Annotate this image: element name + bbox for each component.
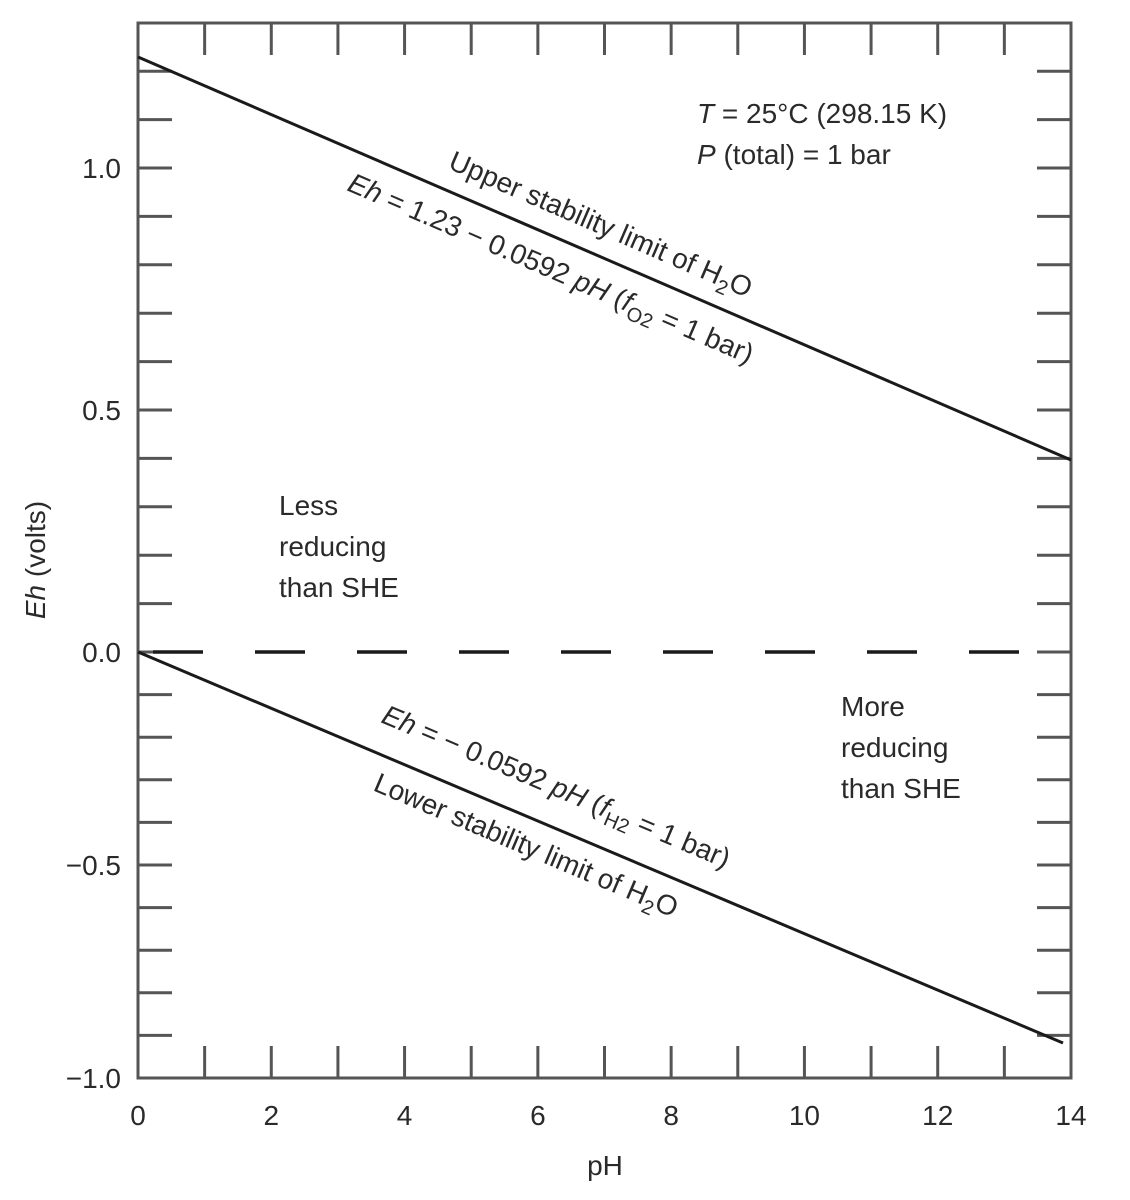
pressure-var: P <box>697 139 716 170</box>
temperature-condition: T = 25°C (298.15 K) <box>697 98 947 129</box>
temperature-var: T <box>697 98 716 129</box>
y-axis-title-unit: (volts) <box>20 501 51 585</box>
more-reducing-line-1: More <box>841 691 905 722</box>
less-reducing-label: Less reducing than SHE <box>279 490 399 603</box>
less-reducing-line-3: than SHE <box>279 572 399 603</box>
upper-limit-end: O <box>725 266 757 303</box>
plot-frame <box>136 21 1073 1080</box>
y-tick-label: 1.0 <box>82 153 121 184</box>
more-reducing-label: More reducing than SHE <box>841 691 961 804</box>
x-tick-label: 12 <box>922 1100 953 1131</box>
y-tick-label: −1.0 <box>66 1063 121 1094</box>
x-tick-label: 4 <box>397 1100 413 1131</box>
x-axis-ticks <box>203 23 1006 1078</box>
x-tick-label: 6 <box>530 1100 546 1131</box>
lower-eq-mid: = − 0.0592 <box>409 712 559 799</box>
lower-limit-text: Lower stability limit of H <box>370 767 653 910</box>
x-tick-label: 2 <box>263 1100 279 1131</box>
upper-stability-line <box>137 55 1072 462</box>
y-tick-label: 0.0 <box>82 637 121 668</box>
x-tick-label: 10 <box>789 1100 820 1131</box>
upper-eq-end: = 1 bar) <box>650 299 759 369</box>
y-axis-title-var: Eh <box>20 585 51 619</box>
less-reducing-line-1: Less <box>279 490 338 521</box>
y-tick-label: −0.5 <box>66 850 121 881</box>
lower-limit-end: O <box>651 886 683 923</box>
lower-limit-label: Lower stability limit of H2O <box>367 767 682 929</box>
x-axis-title: pH <box>587 1150 623 1181</box>
more-reducing-line-2: reducing <box>841 732 948 763</box>
less-reducing-line-2: reducing <box>279 531 386 562</box>
x-tick-label: 0 <box>130 1100 146 1131</box>
x-tick-label: 8 <box>663 1100 679 1131</box>
x-axis-tick-labels: 0 2 4 6 8 10 12 14 <box>130 1100 1086 1131</box>
y-tick-label: 0.5 <box>82 395 121 426</box>
x-tick-label: 14 <box>1055 1100 1086 1131</box>
pressure-condition: P (total) = 1 bar <box>697 139 891 170</box>
lower-stability-line <box>137 650 1064 1045</box>
temperature-value: = 25°C (298.15 K) <box>714 98 947 129</box>
y-axis-tick-labels: 1.0 0.5 0.0 −0.5 −1.0 <box>66 153 121 1094</box>
y-axis-title: Eh (volts) <box>20 501 51 619</box>
more-reducing-line-3: than SHE <box>841 773 961 804</box>
pressure-value: (total) = 1 bar <box>716 139 891 170</box>
